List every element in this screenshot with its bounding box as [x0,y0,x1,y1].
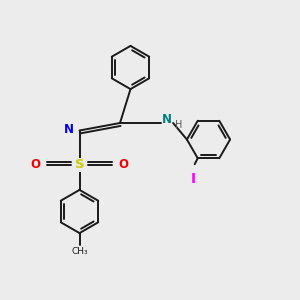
Text: H: H [175,120,182,130]
Text: N: N [64,123,74,136]
Text: CH₃: CH₃ [71,247,88,256]
Text: N: N [162,113,172,126]
Text: O: O [31,158,40,172]
Text: S: S [75,158,84,172]
Text: I: I [190,172,196,186]
Text: O: O [118,158,128,172]
